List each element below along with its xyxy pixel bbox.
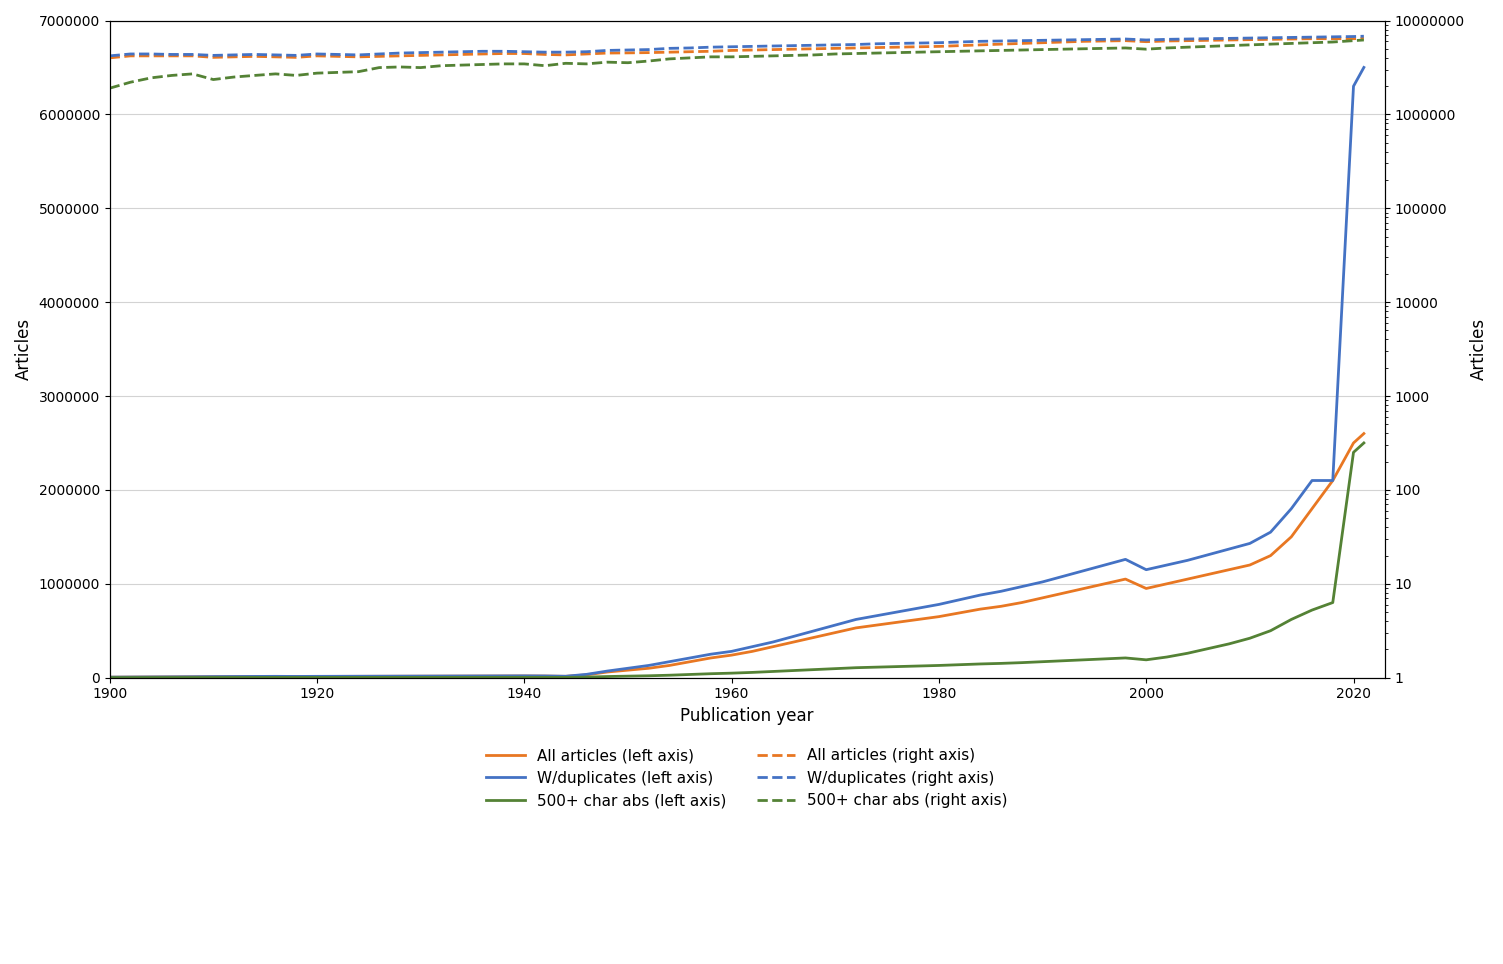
- Line: W/duplicates (right axis): W/duplicates (right axis): [110, 37, 1363, 56]
- All articles (right axis): [101, 52, 119, 64]
- 500+ char abs (left axis): [1354, 438, 1372, 449]
- W/duplicates (left axis): [1199, 549, 1217, 560]
- W/duplicates (left axis): [1354, 62, 1372, 73]
- W/duplicates (right axis): [1199, 33, 1217, 44]
- 500+ char abs (left axis): [101, 672, 119, 683]
- Line: All articles (left axis): All articles (left axis): [110, 434, 1363, 677]
- All articles (left axis): [433, 670, 451, 682]
- W/duplicates (right axis): [433, 46, 451, 58]
- 500+ char abs (left axis): [349, 672, 367, 683]
- W/duplicates (left axis): [867, 610, 885, 622]
- W/duplicates (right axis): [867, 38, 885, 49]
- All articles (left axis): [101, 671, 119, 683]
- 500+ char abs (left axis): [1199, 643, 1217, 655]
- All articles (right axis): [867, 41, 885, 53]
- W/duplicates (left axis): [349, 671, 367, 683]
- All articles (right axis): [1199, 35, 1217, 46]
- W/duplicates (left axis): [204, 671, 222, 683]
- All articles (right axis): [1345, 33, 1363, 44]
- Line: W/duplicates (left axis): W/duplicates (left axis): [110, 67, 1363, 677]
- Y-axis label: Articles: Articles: [15, 318, 33, 380]
- 500+ char abs (right axis): [433, 60, 451, 71]
- Line: All articles (right axis): All articles (right axis): [110, 39, 1363, 58]
- Legend: All articles (left axis), W/duplicates (left axis), 500+ char abs (left axis), A: All articles (left axis), W/duplicates (…: [481, 742, 1015, 815]
- All articles (left axis): [1354, 428, 1372, 440]
- W/duplicates (left axis): [101, 671, 119, 683]
- 500+ char abs (right axis): [1199, 40, 1217, 52]
- 500+ char abs (left axis): [867, 661, 885, 673]
- All articles (left axis): [1199, 569, 1217, 580]
- 500+ char abs (right axis): [1354, 34, 1372, 45]
- W/duplicates (left axis): [433, 670, 451, 682]
- 500+ char abs (left axis): [204, 672, 222, 683]
- W/duplicates (left axis): [1345, 80, 1363, 92]
- 500+ char abs (right axis): [349, 66, 367, 77]
- 500+ char abs (left axis): [1345, 446, 1363, 458]
- All articles (left axis): [867, 619, 885, 630]
- X-axis label: Publication year: Publication year: [681, 707, 815, 725]
- 500+ char abs (right axis): [1345, 35, 1363, 46]
- 500+ char abs (right axis): [867, 47, 885, 59]
- 500+ char abs (right axis): [101, 83, 119, 94]
- W/duplicates (right axis): [1345, 31, 1363, 42]
- All articles (right axis): [433, 49, 451, 61]
- W/duplicates (right axis): [101, 50, 119, 62]
- All articles (left axis): [1345, 438, 1363, 449]
- All articles (right axis): [204, 51, 222, 63]
- All articles (left axis): [204, 671, 222, 683]
- Y-axis label: Articles: Articles: [1470, 318, 1488, 380]
- Line: 500+ char abs (right axis): 500+ char abs (right axis): [110, 40, 1363, 89]
- All articles (right axis): [1354, 33, 1372, 44]
- W/duplicates (right axis): [1354, 31, 1372, 42]
- W/duplicates (right axis): [204, 49, 222, 61]
- W/duplicates (right axis): [349, 49, 367, 61]
- 500+ char abs (left axis): [433, 672, 451, 683]
- Line: 500+ char abs (left axis): 500+ char abs (left axis): [110, 443, 1363, 678]
- All articles (left axis): [349, 671, 367, 683]
- All articles (right axis): [349, 51, 367, 63]
- 500+ char abs (right axis): [204, 74, 222, 86]
